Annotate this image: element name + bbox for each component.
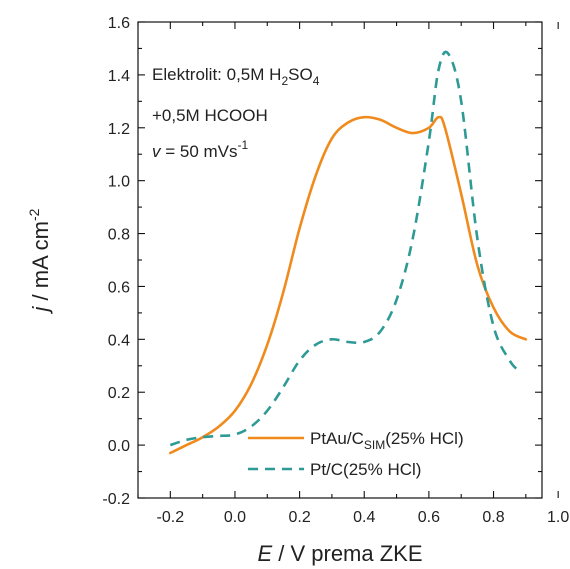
y-tick-label: 0.0	[108, 438, 130, 455]
series-line-0	[169, 115, 528, 455]
x-tick-label: 0.6	[418, 509, 440, 526]
y-tick-label: 1.2	[108, 121, 130, 138]
legend-label-pt: Pt/C(25% HCl)	[310, 460, 421, 479]
y-tick-label: 0.4	[108, 332, 130, 349]
y-tick-label: 0.8	[108, 227, 130, 244]
y-tick-label: 0.6	[108, 279, 130, 296]
series-line-1	[169, 50, 521, 447]
x-axis-label: E / V prema ZKE	[257, 541, 422, 566]
x-tick-label: 0.0	[224, 509, 246, 526]
x-tick-label: 0.4	[353, 509, 375, 526]
series-layer	[169, 50, 528, 455]
legend: PtAu/CSIM(25% HCl) Pt/C(25% HCl)	[248, 429, 464, 479]
y-tick-label: -0.2	[102, 491, 130, 508]
plot-frame	[137, 21, 543, 499]
y-axis-ticks: -0.2 0.0 0.2 0.4 0.6 0.8 1.0 1.2 1.4 1.6	[102, 15, 542, 508]
x-tick-label: 0.8	[482, 509, 504, 526]
y-axis-label: j / mA cm-2	[26, 208, 53, 314]
x-tick-label: 1.0	[547, 509, 569, 526]
annotation-additive: +0,5M HCOOH	[152, 106, 268, 125]
x-axis-ticks: -0.2 0.0 0.2 0.4 0.6 0.8 1.0	[137, 22, 569, 526]
x-tick-label: 0.2	[288, 509, 310, 526]
y-tick-label: 1.4	[108, 68, 130, 85]
legend-label-ptau: PtAu/CSIM(25% HCl)	[310, 429, 464, 452]
annotation-electrolyte: Elektrolit: 0,5M H2SO4	[152, 65, 320, 88]
y-tick-label: 1.6	[108, 15, 130, 32]
y-tick-label: 0.2	[108, 385, 130, 402]
y-tick-label: 1.0	[108, 174, 130, 191]
annotation-scan-rate: v = 50 mVs-1	[152, 138, 249, 161]
x-tick-label: -0.2	[157, 509, 185, 526]
